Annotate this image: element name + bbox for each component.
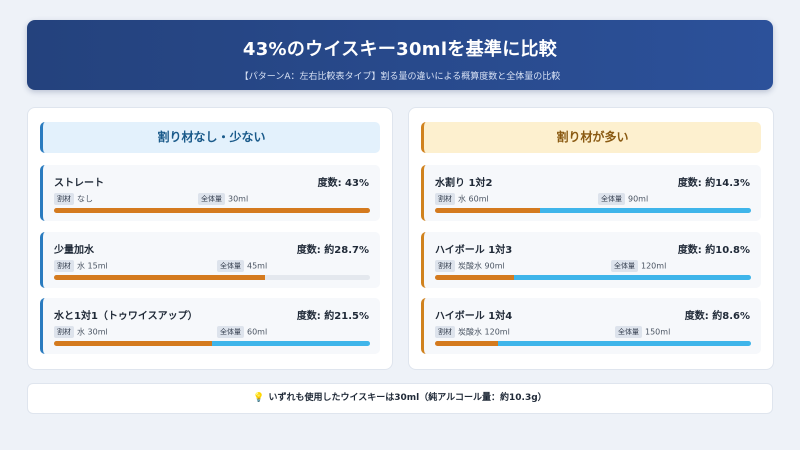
- ratio-bar: [54, 208, 370, 213]
- whisky-fill: [435, 208, 541, 213]
- mixer-value: 水 30ml: [77, 327, 108, 337]
- panel-heading: 割り材なし・少ない: [40, 122, 380, 153]
- total-tag: 全体量: [198, 193, 225, 205]
- panel-high-mixer: 割り材が多い 水割り 1対2 度数: 約14.3% 割材水 60ml 全体量 90ml ハ…: [408, 107, 774, 370]
- mixer-fill: [212, 341, 370, 346]
- ratio-bar: [54, 341, 370, 346]
- page-header: 43%のウイスキー30mlを基準に比較 【パターンA：左右比較表タイプ】割る量の…: [27, 20, 773, 90]
- recipe-name: ストレート: [54, 178, 104, 189]
- total-tag: 全体量: [217, 260, 244, 272]
- mixer-tag: 割材: [435, 193, 455, 205]
- recipe-card: ハイボール 1対4 度数: 約8.6% 割材 炭酸水 120ml 全体量 150ml: [421, 298, 761, 354]
- total-tag: 全体量: [611, 260, 638, 272]
- whisky-fill: [54, 341, 212, 346]
- mixer-tag: 割材: [435, 260, 455, 272]
- total-tag: 全体量: [615, 326, 642, 338]
- total-tag: 全体量: [217, 326, 244, 338]
- page-subtitle: 【パターンA：左右比較表タイプ】割る量の違いによる概算度数と全体量の比較: [239, 72, 561, 82]
- footer-note: 💡 いずれも使用したウイスキーは30ml（純アルコール量：約10.3g）: [27, 383, 773, 414]
- recipe-card: 水と1対1（トゥワイスアップ） 度数: 約21.5% 割材水 30ml 全体量 60ml: [40, 298, 380, 354]
- recipe-meta: 割材水 30ml 全体量 60ml: [54, 326, 267, 338]
- recipe-meta: 割材 炭酸水 90ml 全体量 120ml: [435, 260, 666, 272]
- ratio-bar: [435, 341, 751, 346]
- whisky-fill: [435, 341, 499, 346]
- total-group: 全体量 150ml: [615, 326, 670, 338]
- mixer-value: なし: [77, 194, 93, 204]
- recipe-card: 水割り 1対2 度数: 約14.3% 割材水 60ml 全体量 90ml: [421, 165, 761, 221]
- recipe-card: ハイボール 1対3 度数: 約10.8% 割材 炭酸水 90ml 全体量 120ml: [421, 232, 761, 288]
- recipe-abv: 度数: 約14.3%: [677, 178, 750, 189]
- recipe-name: ハイボール 1対3: [435, 245, 513, 256]
- ratio-bar: [54, 275, 370, 280]
- total-value: 120ml: [641, 261, 667, 271]
- mixer-value: 水 15ml: [77, 261, 108, 271]
- total-value: 30ml: [228, 194, 249, 204]
- total-group: 全体量 60ml: [217, 326, 267, 338]
- mixer-value: 水 60ml: [458, 194, 489, 204]
- total-value: 150ml: [645, 327, 671, 337]
- mixer-tag: 割材: [54, 260, 74, 272]
- mixer-value: 炭酸水 120ml: [458, 327, 510, 337]
- mixer-fill: [498, 341, 751, 346]
- recipe-meta: 割材水 60ml 全体量 90ml: [435, 193, 648, 205]
- recipe-name: 水割り 1対2: [435, 178, 493, 189]
- ratio-bar: [435, 275, 751, 280]
- recipe-abv: 度数: 約10.8%: [677, 245, 750, 256]
- recipe-name: ハイボール 1対4: [435, 311, 513, 322]
- recipe-card: 少量加水 度数: 約28.7% 割材水 15ml 全体量 45ml: [40, 232, 380, 288]
- total-value: 60ml: [247, 327, 268, 337]
- total-group: 全体量 30ml: [198, 193, 248, 205]
- total-group: 全体量 90ml: [598, 193, 648, 205]
- total-group: 全体量 120ml: [611, 260, 666, 272]
- total-group: 全体量 45ml: [217, 260, 267, 272]
- panel-low-mixer: 割り材なし・少ない ストレート 度数: 43% 割材 なし 全体量 30ml 少量加水 度数:…: [27, 107, 393, 370]
- whisky-fill: [54, 208, 370, 213]
- recipe-abv: 度数: 約8.6%: [684, 311, 750, 322]
- total-value: 90ml: [628, 194, 649, 204]
- mixer-fill: [514, 275, 751, 280]
- mixer-tag: 割材: [54, 193, 74, 205]
- whisky-fill: [54, 275, 265, 280]
- recipe-meta: 割材 炭酸水 120ml 全体量 150ml: [435, 326, 670, 338]
- recipe-abv: 度数: 約28.7%: [296, 245, 369, 256]
- recipe-abv: 度数: 43%: [317, 178, 369, 189]
- total-tag: 全体量: [598, 193, 625, 205]
- footer-text: いずれも使用したウイスキーは30ml（純アルコール量：約10.3g）: [268, 393, 547, 403]
- mixer-tag: 割材: [435, 326, 455, 338]
- recipe-card: ストレート 度数: 43% 割材 なし 全体量 30ml: [40, 165, 380, 221]
- total-value: 45ml: [247, 261, 268, 271]
- page-title: 43%のウイスキー30mlを基準に比較: [242, 39, 558, 60]
- whisky-fill: [435, 275, 514, 280]
- ratio-bar: [435, 208, 751, 213]
- recipe-meta: 割材 なし 全体量 30ml: [54, 193, 248, 205]
- panel-heading: 割り材が多い: [421, 122, 761, 153]
- mixer-fill: [540, 208, 751, 213]
- lightbulb-icon: 💡: [253, 393, 265, 403]
- mixer-tag: 割材: [54, 326, 74, 338]
- recipe-meta: 割材水 15ml 全体量 45ml: [54, 260, 267, 272]
- recipe-name: 少量加水: [54, 245, 94, 256]
- mixer-value: 炭酸水 90ml: [458, 261, 505, 271]
- recipe-name: 水と1対1（トゥワイスアップ）: [54, 311, 198, 322]
- recipe-abv: 度数: 約21.5%: [296, 311, 369, 322]
